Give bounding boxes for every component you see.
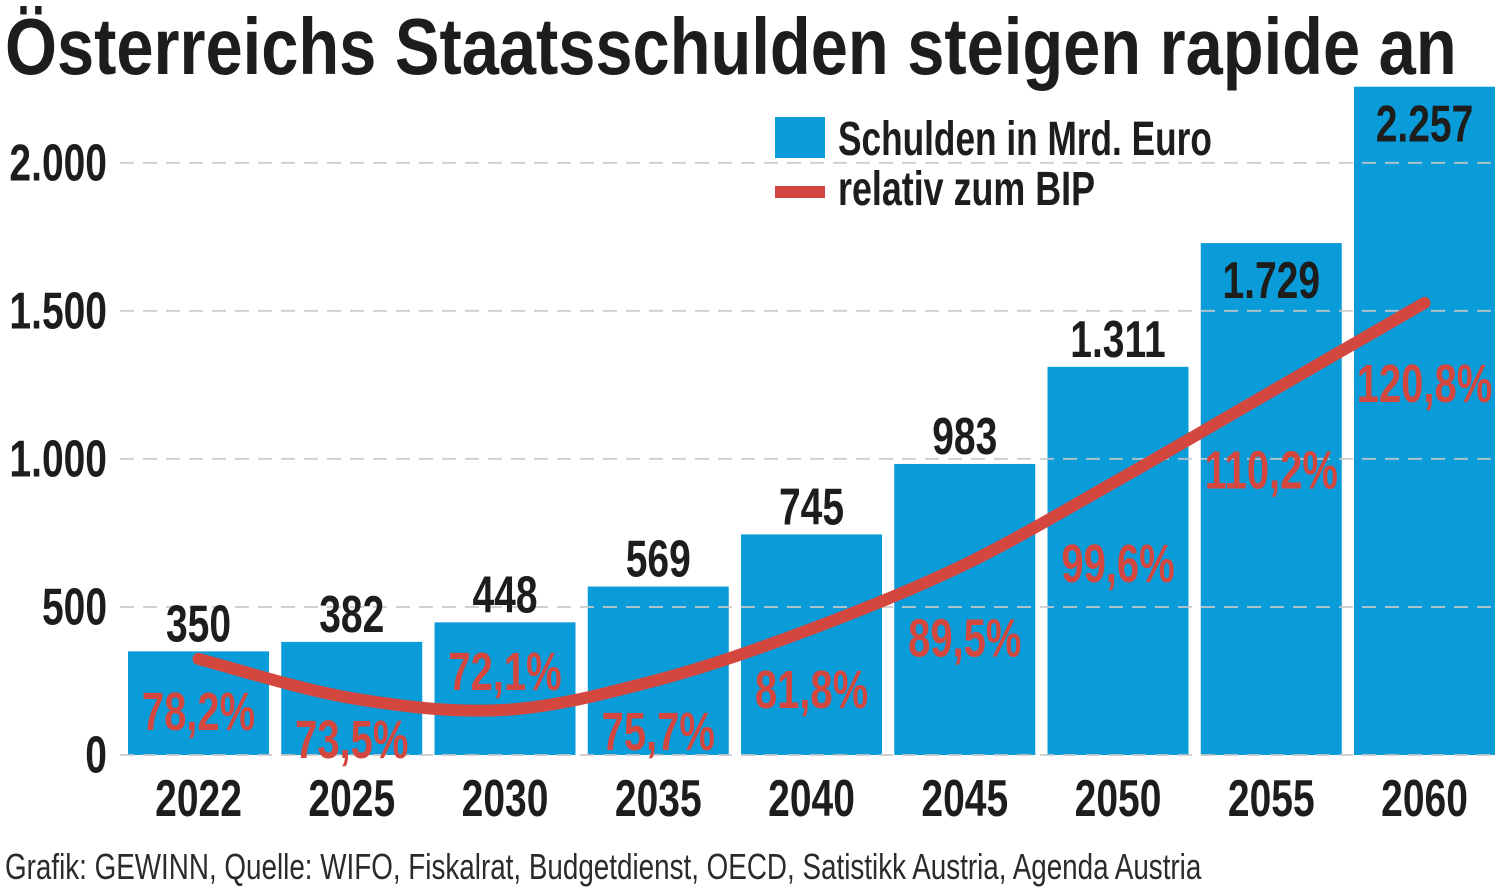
- bip-ratio-label-2045: 89,5%: [908, 609, 1021, 669]
- bar-value-label-2022: 350: [166, 594, 231, 653]
- bar-2030: [434, 622, 576, 755]
- y-tick-label-0: 0: [85, 725, 107, 784]
- bip-ratio-label-2025: 73,5%: [295, 710, 408, 770]
- y-tick-label-500: 500: [42, 577, 107, 636]
- bar-value-label-2050: 1.311: [1070, 309, 1165, 368]
- y-tick-label-2000: 2.000: [9, 133, 107, 192]
- bip-ratio-label-2022: 78,2%: [142, 682, 255, 742]
- x-tick-label-2022: 2022: [155, 768, 242, 827]
- source-note: Grafik: GEWINN, Quelle: WIFO, Fiskalrat,…: [5, 847, 1201, 887]
- bip-ratio-label-2035: 75,7%: [602, 702, 715, 762]
- legend-label-bip-ratio: relativ zum BIP: [838, 162, 1095, 215]
- bar-2050: [1047, 366, 1189, 755]
- bar-value-label-2025: 382: [319, 584, 384, 643]
- bip-ratio-label-2050: 99,6%: [1061, 534, 1174, 594]
- legend-swatch-debt: [775, 117, 825, 158]
- bar-value-label-2045: 983: [932, 406, 997, 465]
- y-tick-label-1500: 1.500: [9, 281, 107, 340]
- bar-2055: [1200, 243, 1342, 755]
- x-tick-label-2040: 2040: [768, 768, 855, 827]
- bar-2045: [894, 463, 1036, 755]
- legend-swatch-bip-ratio: [775, 186, 825, 198]
- bar-value-label-2035: 569: [626, 529, 691, 588]
- bip-ratio-label-2040: 81,8%: [755, 660, 868, 720]
- bip-ratio-line: [192, 296, 1431, 717]
- bar-value-label-2030: 448: [472, 565, 537, 624]
- bip-ratio-labels: 78,2% 73,5% 72,1% 75,7% 81,8% 89,5% 99,6% 110,2…: [142, 354, 1492, 770]
- x-tick-label-2030: 2030: [462, 768, 549, 827]
- x-tick-label-2055: 2055: [1228, 768, 1315, 827]
- gridlines: [120, 161, 1500, 756]
- y-tick-label-1000: 1.000: [9, 429, 107, 488]
- legend: Schulden in Mrd. Euro relativ zum BIP: [775, 112, 1212, 215]
- bip-ratio-label-2030: 72,1%: [448, 642, 561, 702]
- y-axis-tick-labels: 0 500 1.000 1.500 2.000: [9, 133, 107, 784]
- chart-title: Österreichs Staatsschulden steigen rapid…: [5, 1, 1457, 91]
- bar-value-label-2060: 2.257: [1376, 94, 1474, 153]
- bip-ratio-label-2055: 110,2%: [1205, 441, 1338, 501]
- x-tick-label-2025: 2025: [308, 768, 395, 827]
- bar-value-label-2055: 1.729: [1222, 251, 1320, 310]
- x-axis-tick-labels: 2022 2025 2030 2035 2040 2045 2050 2055 2060: [155, 768, 1468, 827]
- bar-value-label-2040: 745: [779, 477, 844, 536]
- x-tick-label-2045: 2045: [921, 768, 1008, 827]
- x-tick-label-2035: 2035: [615, 768, 702, 827]
- x-tick-label-2050: 2050: [1075, 768, 1162, 827]
- bar-value-labels: 350 382 448 569 745 983 1.311 1.729 2.257: [166, 94, 1473, 652]
- bar-2060: [1354, 86, 1495, 756]
- bip-ratio-label-2060: 120,8%: [1357, 354, 1493, 414]
- legend-label-debt: Schulden in Mrd. Euro: [838, 112, 1212, 166]
- x-tick-label-2060: 2060: [1381, 768, 1468, 827]
